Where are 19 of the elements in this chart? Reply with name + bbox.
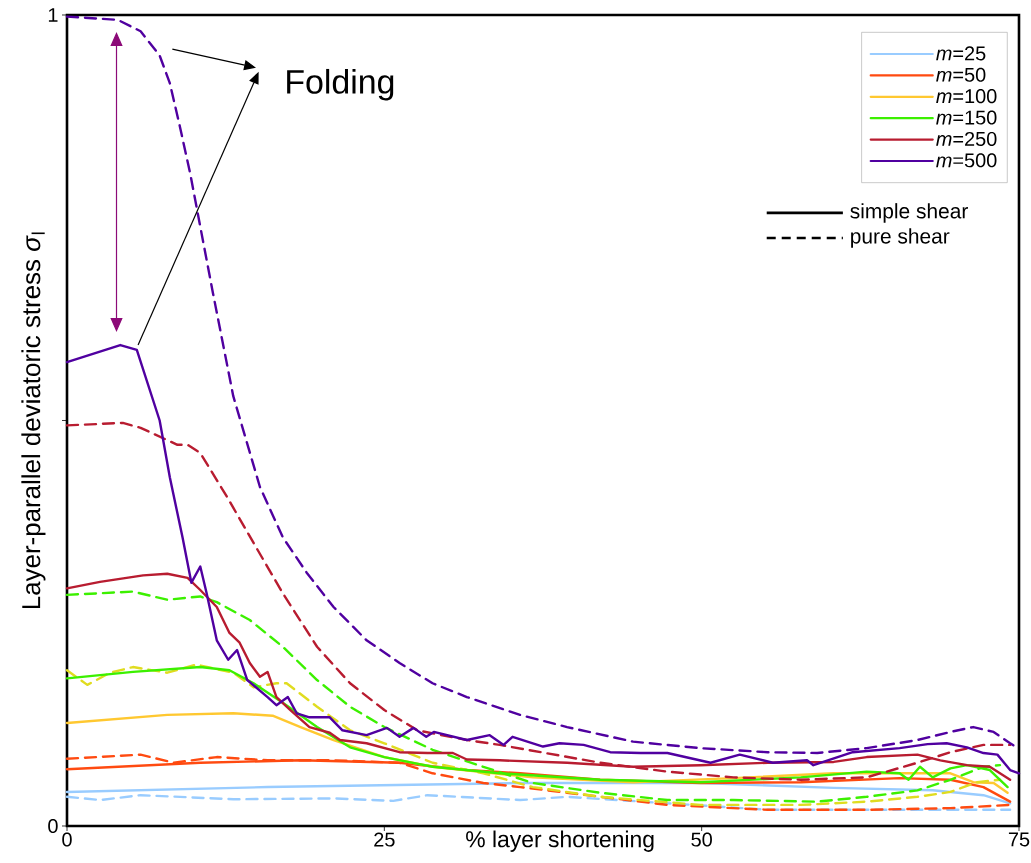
line-series — [65, 421, 1012, 781]
legend-label: m=500 — [936, 153, 997, 168]
x-tick-label: 50 — [691, 832, 712, 847]
x-tick-label: 25 — [374, 832, 395, 847]
legend-label: m=100 — [936, 89, 997, 104]
x-tick-label: 0 — [62, 832, 72, 847]
line-series — [65, 753, 1012, 811]
annotation: pure shear — [851, 228, 950, 248]
legend-label: m=250 — [936, 131, 997, 146]
annotation: Folding — [287, 68, 394, 101]
annotation: simple shear — [850, 203, 968, 223]
y-tick-label: 1 — [48, 8, 58, 22]
legend-label: m=150 — [936, 110, 997, 125]
x-tick-label: 75 — [1008, 832, 1030, 847]
y-axis-title: Layer-parallel deviatoric stress σ$_{l}$ — [21, 232, 46, 609]
line-series — [65, 781, 1012, 805]
legend-label: m=25 — [936, 46, 986, 61]
legend-label: m=50 — [936, 67, 986, 82]
x-axis-title: % layer shortening — [466, 830, 654, 852]
